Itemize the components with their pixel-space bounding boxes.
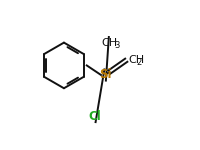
- Text: CH: CH: [102, 38, 118, 48]
- Text: Cl: Cl: [88, 110, 101, 123]
- Text: 2: 2: [136, 58, 141, 67]
- Text: CH: CH: [128, 55, 145, 65]
- Text: Si: Si: [99, 69, 111, 81]
- Text: 3: 3: [114, 41, 119, 50]
